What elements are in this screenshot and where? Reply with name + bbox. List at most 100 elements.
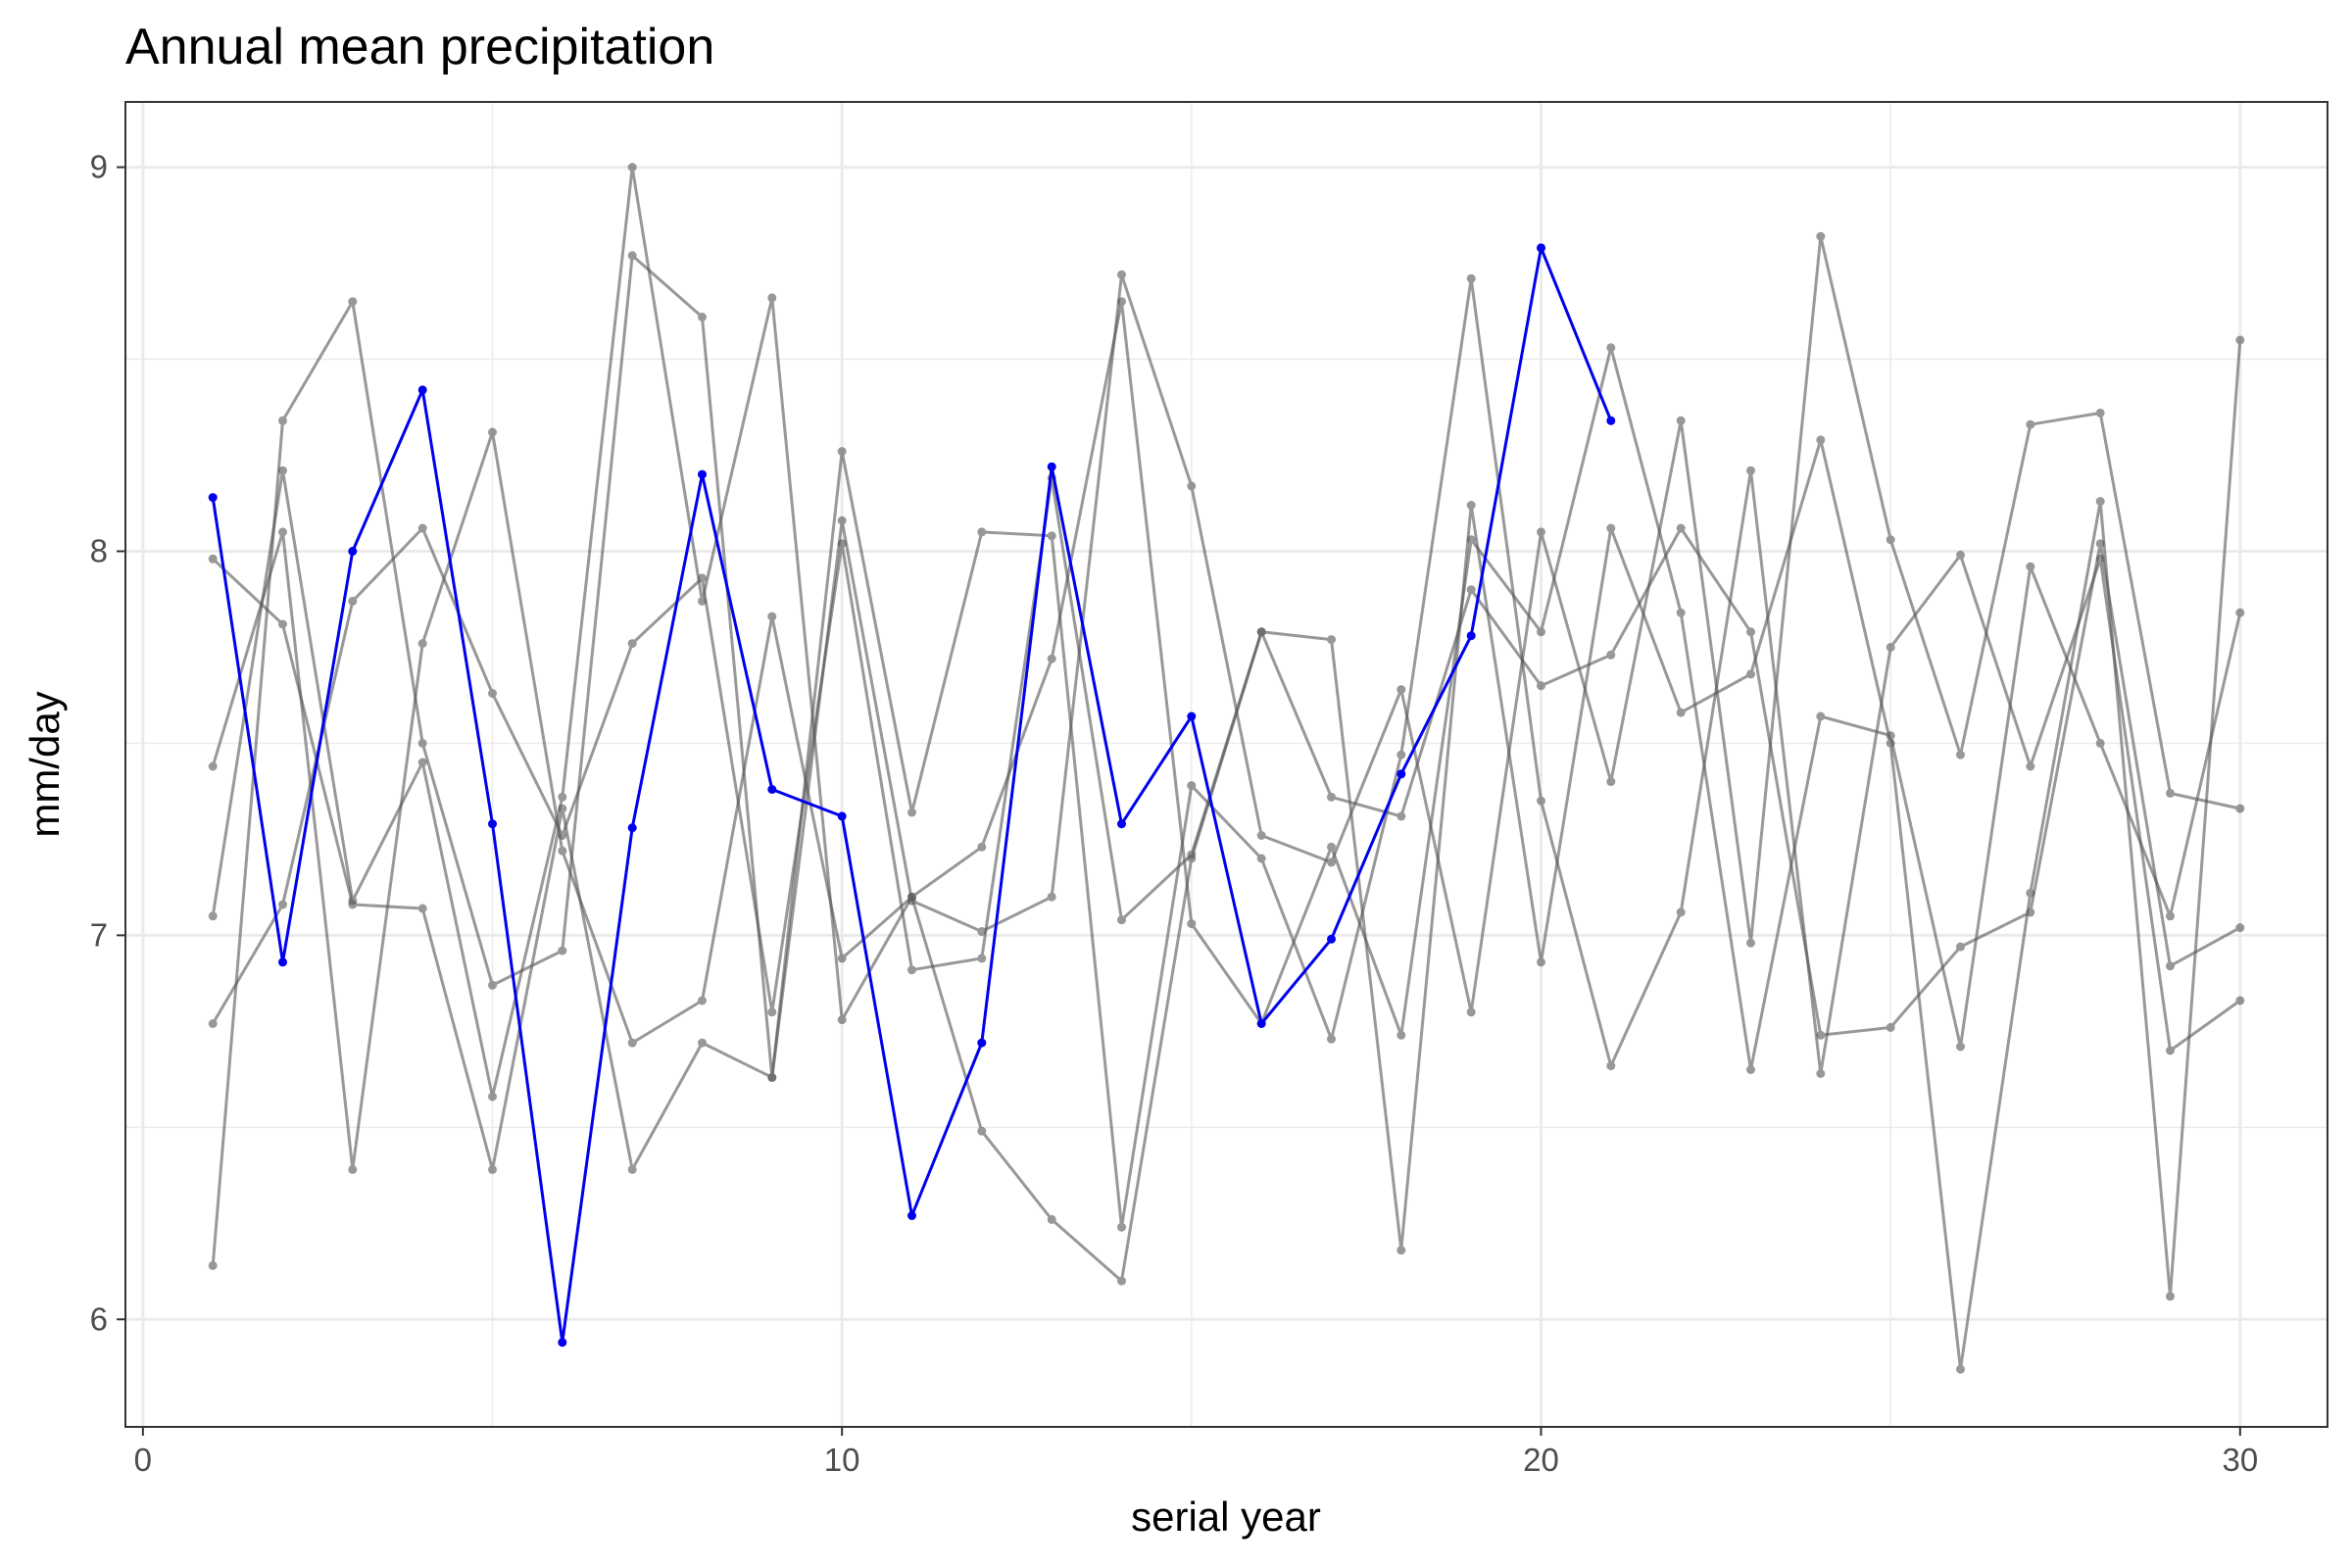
point-member-1-15	[1187, 781, 1197, 791]
point-highlighted-member-19	[1466, 631, 1476, 641]
series-line-member-5	[211, 476, 2241, 1037]
point-member-4-6	[558, 846, 567, 856]
point-member-2-28	[2095, 408, 2105, 417]
point-member-5-19	[1466, 585, 1476, 595]
point-member-2-22	[1676, 416, 1686, 425]
x-tick-label-0: 0	[134, 1442, 152, 1478]
point-member-5-1	[208, 1019, 218, 1028]
point-member-4-17	[1327, 842, 1336, 852]
point-member-1-20	[1537, 796, 1545, 806]
point-member-3-6	[558, 792, 567, 802]
point-member-2-30	[2235, 804, 2245, 813]
point-member-5-24	[1816, 1030, 1826, 1040]
point-member-2-2	[278, 416, 287, 425]
point-member-4-30	[2235, 608, 2245, 617]
point-highlighted-member-14	[1117, 819, 1126, 829]
point-member-3-2	[278, 466, 287, 475]
point-member-5-6	[558, 831, 567, 840]
point-highlighted-member-7	[627, 823, 637, 833]
point-member-1-2	[278, 619, 287, 629]
point-member-5-27	[2026, 907, 2035, 917]
point-member-2-17	[1327, 858, 1336, 867]
point-member-5-16	[1256, 627, 1266, 637]
point-member-3-10	[837, 1015, 847, 1025]
point-member-3-19	[1466, 501, 1476, 510]
point-member-2-3	[348, 297, 358, 307]
point-member-3-14	[1117, 1276, 1126, 1286]
plot-panel	[125, 102, 2328, 1427]
point-member-1-27	[2026, 761, 2035, 771]
series-member-2	[208, 231, 2245, 1270]
point-member-5-20	[1537, 681, 1545, 691]
point-member-4-7	[627, 1038, 637, 1048]
point-member-5-21	[1606, 650, 1616, 660]
point-member-5-23	[1746, 627, 1755, 637]
x-axis: 0 10 20 30	[134, 1427, 2258, 1478]
point-member-1-8	[698, 1038, 707, 1048]
point-member-1-14	[1117, 1222, 1126, 1232]
point-member-3-29	[2166, 1292, 2175, 1301]
point-member-5-30	[2235, 923, 2245, 933]
series-line-member-2	[211, 234, 2241, 1266]
point-highlighted-member-20	[1537, 243, 1545, 253]
point-highlighted-member-18	[1396, 769, 1406, 779]
point-member-2-26	[1956, 750, 1965, 760]
point-highlighted-member-6	[558, 1338, 567, 1348]
point-member-2-25	[1886, 535, 1895, 545]
point-member-1-5	[488, 1164, 497, 1174]
point-member-4-4	[417, 639, 427, 649]
point-member-3-22	[1676, 708, 1686, 717]
point-member-3-23	[1746, 669, 1755, 679]
point-member-5-5	[488, 689, 497, 698]
point-member-5-3	[348, 596, 358, 606]
point-member-5-25	[1886, 1022, 1895, 1032]
point-member-4-18	[1396, 1030, 1406, 1040]
point-member-5-8	[698, 573, 707, 583]
point-member-2-5	[488, 980, 497, 990]
point-member-2-8	[698, 313, 707, 321]
point-member-3-7	[627, 163, 637, 172]
point-member-5-11	[907, 965, 916, 975]
point-member-1-22	[1676, 907, 1686, 917]
point-member-5-29	[2166, 961, 2175, 971]
panel-border	[124, 101, 2328, 1428]
point-member-2-29	[2166, 788, 2175, 798]
point-member-2-23	[1746, 938, 1755, 948]
point-member-2-20	[1537, 527, 1545, 537]
point-member-4-10	[837, 954, 847, 963]
point-member-3-18	[1396, 1246, 1406, 1255]
point-member-2-21	[1606, 777, 1616, 787]
point-member-5-28	[2095, 539, 2105, 549]
point-member-4-3	[348, 1164, 358, 1174]
x-tick-label-20: 20	[1523, 1442, 1559, 1478]
point-member-3-30	[2235, 335, 2245, 345]
point-member-1-11	[907, 808, 916, 817]
y-axis: 6 7 8 9	[90, 149, 125, 1337]
point-member-5-18	[1396, 811, 1406, 821]
series-line-member-4	[211, 300, 2242, 1171]
point-highlighted-member-8	[698, 469, 707, 479]
point-member-5-4	[417, 523, 427, 533]
point-member-3-21	[1606, 523, 1616, 533]
point-member-5-15	[1187, 850, 1197, 859]
point-member-5-2	[278, 900, 287, 909]
point-member-1-29	[2166, 1046, 2175, 1055]
point-member-1-1	[208, 554, 218, 564]
point-member-3-13	[1047, 1214, 1056, 1224]
point-member-3-1	[208, 911, 218, 921]
point-member-5-17	[1327, 792, 1336, 802]
point-member-4-28	[2095, 738, 2105, 748]
grid-minor	[125, 102, 2328, 1427]
point-member-1-4	[417, 904, 427, 913]
point-member-3-3	[348, 896, 358, 906]
point-member-4-27	[2026, 562, 2035, 571]
point-member-3-4	[417, 758, 427, 767]
point-member-2-24	[1816, 231, 1826, 241]
series-line-member-1	[212, 276, 2241, 1229]
point-member-2-1	[208, 1260, 218, 1270]
y-axis-title: mm/day	[22, 691, 68, 837]
point-member-1-21	[1606, 1061, 1616, 1071]
point-member-2-19	[1466, 1007, 1476, 1017]
point-member-4-25	[1886, 731, 1895, 741]
